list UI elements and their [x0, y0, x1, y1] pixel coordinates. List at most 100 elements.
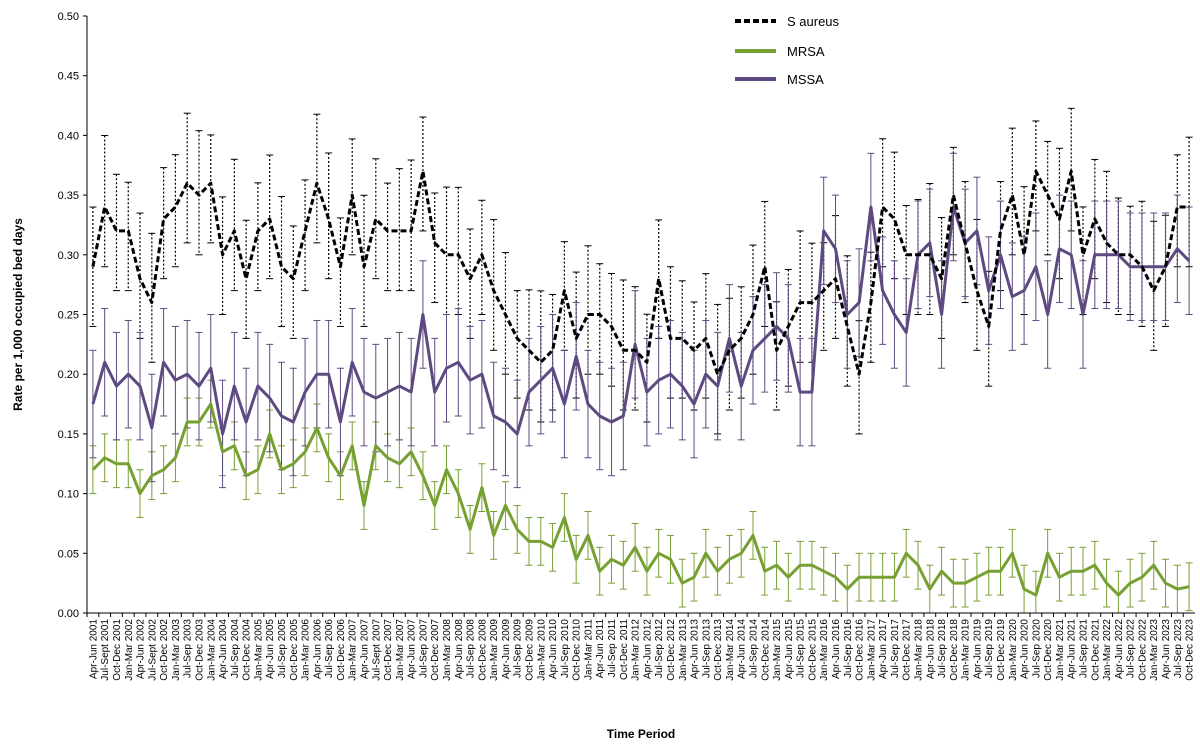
x-tick-label: Jan-Mar 2020 — [1008, 619, 1019, 681]
legend: S aureus MRSA MSSA — [735, 14, 840, 87]
error-bar — [490, 219, 498, 351]
error-bar — [1008, 127, 1016, 256]
x-tick-label: Oct-Dec 2001 — [112, 619, 123, 681]
error-bars-s-aureus — [89, 107, 1193, 435]
error-bar — [148, 232, 156, 363]
x-tick-label: Apr-Jun 2005 — [265, 619, 276, 679]
x-tick-label: Apr-Jun 2007 — [360, 619, 371, 679]
error-bar — [124, 181, 132, 292]
x-tick-label: Jul-Sep 2005 — [277, 619, 288, 678]
y-tick-label: 0.45 — [58, 71, 79, 83]
error-bar — [195, 130, 203, 256]
x-tick-label: Apr-Jun 2014 — [737, 619, 748, 679]
error-bar — [384, 182, 392, 292]
x-tick-label: Oct-Dec 2004 — [242, 619, 253, 681]
x-tick-label: Jan-Mar 2015 — [772, 619, 783, 681]
x-tick-label: Jul-Sept 2007 — [371, 619, 382, 681]
x-tick-label: Jan-Mar 2016 — [819, 619, 830, 681]
x-tick-label: Oct-Dec 2018 — [949, 619, 960, 681]
x-tick-label: Jan-Mar 2023 — [1149, 619, 1160, 681]
x-tick-label: Jul-Sep 2011 — [607, 619, 618, 678]
series-line-s-aureus — [91, 169, 1190, 376]
x-tick-label: Apr-Jun 2020 — [1020, 619, 1031, 679]
error-bar — [431, 192, 439, 304]
x-tick-label: Jul-Sep 2006 — [324, 619, 335, 678]
x-tick-label: Oct-Dec 2006 — [336, 619, 347, 681]
x-tick-label: Jan-Mar 2014 — [725, 619, 736, 681]
error-bar — [325, 152, 333, 280]
x-tick-label: Jan-Mar 2019 — [961, 619, 972, 681]
x-tick-label: Jan-Mar 2002 — [124, 619, 135, 681]
error-bar — [266, 154, 274, 280]
x-tick-label: Oct-Dec 2002 — [159, 619, 170, 681]
error-bar — [372, 158, 380, 280]
x-tick-label: Apr-Jun 2011 — [595, 619, 606, 679]
x-tick-label: Oct-Dec 2009 — [525, 619, 536, 681]
error-bar — [466, 228, 474, 339]
x-tick-label: Jul-Sep 2018 — [937, 619, 948, 678]
error-bar — [242, 219, 250, 339]
x-axis-title: Time Period — [607, 727, 675, 741]
x-tick-label: Jan-Mar 2012 — [631, 619, 642, 681]
legend-label-s-aureus: S aureus — [787, 14, 840, 29]
y-axis-ticks: 0.00 0.05 0.10 0.15 0.20 0.25 0.30 0.35 0.40 0.45… — [58, 11, 87, 620]
error-bar — [301, 179, 309, 292]
x-tick-label: Apr-Jun 2002 — [136, 619, 147, 679]
x-tick-label: Jan-Mar 2022 — [1102, 619, 1113, 681]
error-bar — [230, 158, 238, 292]
y-tick-label: 0.10 — [58, 489, 79, 501]
error-bars-mrsa — [89, 379, 1193, 614]
x-tick-label: Jul-Sep 2009 — [513, 619, 524, 678]
x-tick-label: Jan-Mar 2007 — [395, 619, 406, 681]
error-bar — [89, 206, 97, 327]
error-bar — [867, 251, 875, 363]
x-tick-label: Apr-Jun 2007 — [407, 619, 418, 679]
x-tick-label: Oct-Dec 2021 — [1090, 619, 1101, 681]
x-tick-label: Oct-Dec 2019 — [996, 619, 1007, 681]
x-tick-label: Oct-Dec 2016 — [855, 619, 866, 681]
y-tick-label: 0.50 — [58, 11, 79, 23]
y-tick-label: 0.15 — [58, 429, 79, 441]
x-tick-label: Oct-Dec 2020 — [1043, 619, 1054, 681]
x-tick-label: Jul-Sep 2022 — [1126, 619, 1137, 678]
error-bar — [101, 134, 109, 268]
x-tick-label: Oct-Dec 2011 — [619, 619, 630, 680]
x-tick-label: Oct-Dec 2003 — [194, 619, 205, 681]
x-tick-label: Jan-Mar 2006 — [301, 619, 312, 681]
x-tick-label: Jan-Mar 2013 — [678, 619, 689, 681]
x-tick-label: Apr-Jun 2009 — [501, 619, 512, 679]
x-tick-label: Apr-Jun 2012 — [642, 619, 653, 679]
error-bar — [313, 113, 321, 244]
x-tick-label: Oct-Dec 2005 — [289, 619, 300, 681]
x-tick-label: Jul-Sept 2002 — [147, 619, 158, 681]
x-tick-label: Jul-Sep 2012 — [654, 619, 665, 678]
x-tick-label: Oct-Dec 2022 — [1137, 619, 1148, 681]
x-tick-label: Oct-Dec 2010 — [572, 619, 583, 681]
x-tick-label: Oct-Dec 2014 — [760, 619, 771, 681]
x-tick-label: Jan-Mar 2017 — [866, 619, 877, 681]
y-tick-label: 0.25 — [58, 310, 79, 322]
x-tick-label: Jan-Mar 2011 — [583, 619, 594, 680]
x-tick-label: Oct-Dec 2012 — [666, 619, 677, 681]
error-bar — [289, 225, 297, 339]
legend-label-mssa: MSSA — [787, 72, 824, 87]
error-bar — [454, 186, 462, 315]
x-tick-label: Jul-Sep 2013 — [701, 619, 712, 678]
x-tick-label: Oct-Dec 2013 — [713, 619, 724, 681]
x-tick-label: Jul-Sept 2001 — [100, 619, 111, 681]
x-tick-label: Jan-Mar 2007 — [348, 619, 359, 681]
y-tick-label: 0.30 — [58, 250, 79, 262]
x-tick-label: Jan-Mar 2005 — [253, 619, 264, 681]
x-tick-label: Jul-Sep 2003 — [183, 619, 194, 678]
x-tick-label: Apr-Jun 2021 — [1067, 619, 1078, 679]
error-bar — [160, 167, 168, 280]
series-line-mrsa — [91, 402, 1190, 597]
error-bar — [407, 159, 415, 292]
x-tick-label: Jan-Mar 2021 — [1055, 619, 1066, 681]
x-tick-label: Jul-Sep 2008 — [466, 619, 477, 678]
x-tick-label: Jul-Sep 2015 — [796, 619, 807, 678]
error-bar — [336, 217, 344, 327]
x-tick-label: Oct-Dec 2008 — [477, 619, 488, 681]
